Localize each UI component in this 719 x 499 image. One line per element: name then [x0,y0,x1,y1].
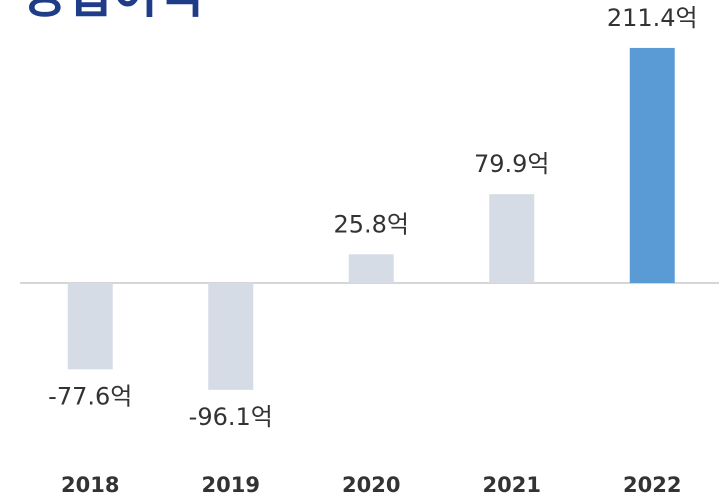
value-label: -77.6억 [48,382,132,410]
value-label: -96.1억 [189,403,273,431]
x-tick-label: 2021 [483,473,541,497]
bar [208,283,254,390]
bar [629,47,675,283]
x-tick-label: 2018 [61,473,119,497]
bar [67,283,113,370]
chart-title: 영업이익 [20,0,204,24]
value-label: 79.9억 [474,150,550,178]
value-label: 25.8억 [333,210,409,238]
bar [489,194,535,283]
x-tick-label: 2019 [202,473,260,497]
x-tick-label: 2020 [342,473,400,497]
value-label: 211.4억 [607,4,698,32]
bar [348,254,394,283]
x-tick-label: 2022 [623,473,681,497]
